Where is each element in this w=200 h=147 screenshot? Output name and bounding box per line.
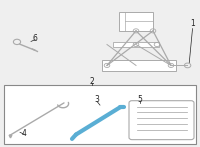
Bar [4, 85, 196, 144]
FancyBboxPatch shape [119, 12, 153, 31]
FancyBboxPatch shape [102, 60, 176, 71]
Text: 1: 1 [191, 19, 195, 28]
FancyBboxPatch shape [129, 101, 194, 140]
Text: 6: 6 [33, 34, 37, 43]
Text: 5: 5 [138, 95, 142, 104]
Text: 3: 3 [95, 95, 99, 105]
Text: 4: 4 [22, 128, 26, 138]
Text: 2: 2 [90, 77, 94, 86]
FancyBboxPatch shape [113, 42, 159, 47]
